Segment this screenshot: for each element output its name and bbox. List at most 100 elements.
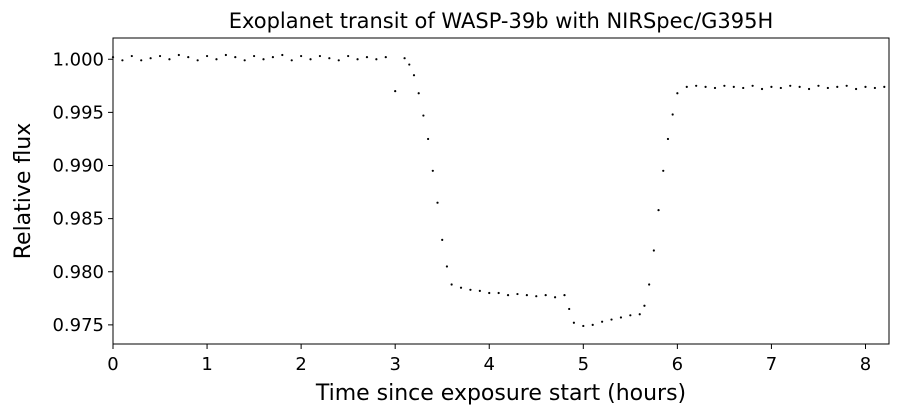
data-point — [751, 84, 754, 87]
data-point — [760, 87, 764, 91]
data-point — [629, 314, 632, 317]
data-point — [770, 85, 773, 88]
data-point — [459, 286, 463, 289]
data-point — [638, 313, 641, 316]
x-tick-label: 5 — [578, 354, 589, 375]
data-point — [187, 56, 190, 59]
data-point — [506, 294, 510, 297]
data-point — [535, 295, 538, 298]
y-axis-label: Relative flux — [11, 123, 36, 260]
x-tick-label: 3 — [389, 354, 400, 375]
data-point — [497, 291, 500, 295]
data-point — [845, 84, 848, 87]
data-point — [356, 58, 359, 61]
data-point — [779, 86, 782, 90]
data-point — [826, 86, 829, 90]
data-point — [657, 209, 660, 212]
data-point — [685, 85, 688, 88]
data-point — [704, 85, 707, 88]
data-point — [553, 296, 557, 299]
data-point — [140, 59, 143, 62]
data-point — [252, 54, 256, 58]
x-tick-label: 2 — [295, 354, 306, 375]
data-point — [158, 54, 162, 58]
data-point — [375, 58, 378, 61]
data-point — [478, 289, 481, 292]
data-point — [572, 321, 576, 324]
data-point — [431, 169, 434, 172]
plot-frame — [112, 37, 890, 345]
y-tick-label: 0.980 — [52, 262, 104, 283]
data-points — [111, 53, 886, 328]
data-point — [271, 56, 274, 59]
data-point — [121, 59, 124, 62]
data-point — [224, 53, 227, 57]
data-point — [488, 291, 491, 295]
data-point — [563, 294, 566, 297]
x-tick-label: 7 — [766, 354, 777, 375]
data-point — [300, 54, 303, 58]
data-point — [582, 324, 585, 328]
data-point — [864, 85, 867, 88]
data-point — [318, 54, 322, 58]
data-point — [601, 320, 604, 323]
data-point — [309, 58, 312, 61]
data-point — [205, 54, 209, 58]
data-point — [568, 307, 571, 311]
data-point — [243, 59, 246, 62]
data-point — [450, 283, 453, 286]
data-point — [883, 85, 886, 88]
y-tick-label: 0.990 — [52, 156, 104, 177]
data-point — [807, 87, 811, 91]
data-point — [713, 86, 717, 90]
data-point — [544, 294, 547, 297]
x-axis: 0 1 2 3 4 5 6 7 8 — [107, 344, 871, 375]
y-axis: 0.975 0.980 0.985 0.990 0.995 1.000 — [52, 49, 113, 336]
data-point — [610, 318, 613, 321]
data-point — [384, 56, 387, 59]
data-point — [789, 84, 792, 87]
data-point — [394, 90, 397, 93]
chart-title: Exoplanet transit of WASP-39b with NIRSp… — [229, 9, 774, 33]
data-point — [149, 57, 152, 60]
x-tick-label: 1 — [201, 354, 212, 375]
data-point — [328, 57, 331, 60]
data-point — [591, 323, 594, 326]
data-point — [798, 85, 801, 88]
data-point — [417, 92, 420, 95]
data-point — [441, 238, 444, 241]
data-point — [742, 86, 745, 90]
data-point — [695, 84, 698, 87]
x-tick-label: 0 — [107, 354, 118, 375]
data-point — [648, 283, 651, 286]
data-point — [196, 59, 199, 62]
y-tick-label: 0.975 — [52, 315, 104, 336]
y-tick-label: 1.000 — [52, 49, 104, 70]
data-point — [817, 84, 820, 87]
data-point — [666, 137, 670, 141]
x-tick-label: 8 — [860, 354, 871, 375]
data-point — [177, 53, 180, 57]
data-point — [723, 84, 726, 87]
data-point — [130, 54, 133, 58]
data-point — [215, 58, 218, 61]
data-point — [408, 63, 411, 66]
data-point — [525, 294, 528, 297]
y-tick-label: 0.995 — [52, 102, 104, 123]
data-point — [290, 59, 293, 62]
x-tick-label: 4 — [484, 354, 495, 375]
data-point — [671, 113, 674, 116]
data-point — [422, 114, 425, 117]
data-point — [873, 86, 876, 90]
data-point — [836, 85, 839, 88]
data-point — [168, 58, 171, 61]
data-point — [281, 53, 284, 57]
data-point — [643, 304, 646, 307]
data-point — [436, 201, 439, 204]
data-point — [662, 169, 665, 172]
x-tick-label: 6 — [672, 354, 683, 375]
data-point — [676, 92, 679, 95]
data-point — [365, 56, 369, 59]
